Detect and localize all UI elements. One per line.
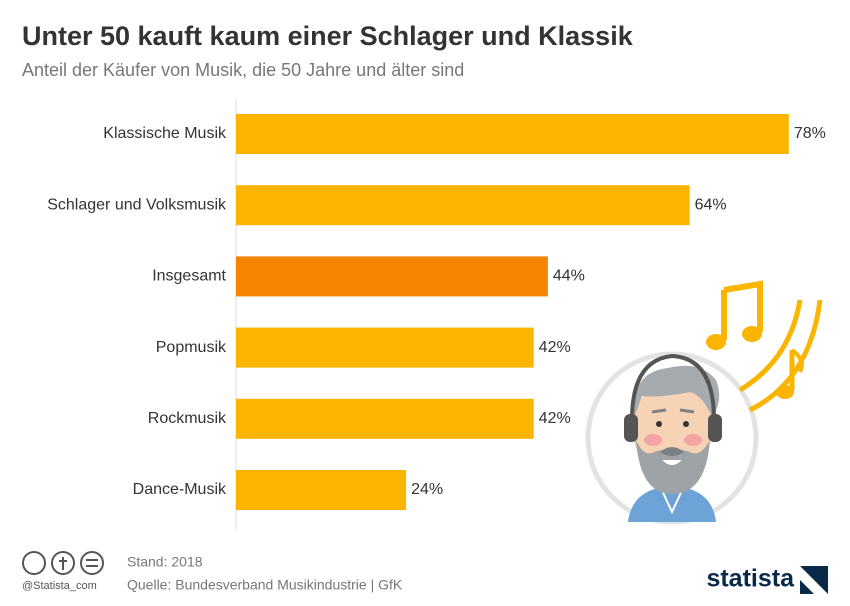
brand-logo: statista — [706, 565, 795, 593]
credit: @Statista_com — [22, 580, 97, 592]
brand-icon — [800, 566, 828, 594]
category-label: Rockmusik — [148, 410, 227, 427]
value-label: 42% — [539, 410, 571, 427]
category-label: Popmusik — [156, 339, 227, 356]
value-label: 78% — [794, 125, 826, 142]
value-label: 64% — [695, 196, 727, 213]
chart-title: Unter 50 kauft kaum einer Schlager und K… — [22, 21, 634, 51]
note: Stand: 2018 — [127, 554, 203, 570]
value-label: 44% — [553, 268, 585, 285]
category-label: Dance-Musik — [133, 481, 227, 498]
category-label: Insgesamt — [152, 268, 226, 285]
chart-subtitle: Anteil der Käufer von Musik, die 50 Jahr… — [22, 60, 464, 80]
value-label: 24% — [411, 481, 443, 498]
category-label: Schlager und Volksmusik — [47, 196, 227, 213]
category-label: Klassische Musik — [103, 125, 227, 142]
bar — [236, 114, 789, 154]
bar — [236, 398, 534, 439]
license-icons — [22, 551, 104, 575]
bar — [236, 256, 548, 297]
bar — [236, 327, 534, 368]
illustration — [585, 280, 823, 525]
value-label: 42% — [539, 339, 571, 356]
bar — [236, 470, 407, 510]
bar — [236, 185, 690, 226]
source: Quelle: Bundesverband Musikindustrie | G… — [127, 577, 403, 593]
